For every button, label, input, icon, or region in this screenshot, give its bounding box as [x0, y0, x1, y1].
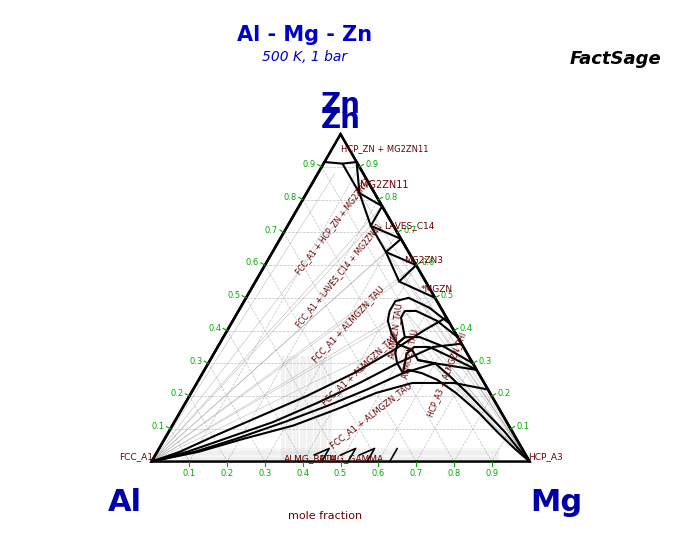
- Text: 0.4: 0.4: [296, 469, 309, 478]
- Text: 0.5: 0.5: [441, 291, 454, 300]
- Text: 0.9: 0.9: [485, 469, 498, 478]
- Text: 0.7: 0.7: [403, 225, 416, 235]
- Text: 0.5: 0.5: [334, 469, 347, 478]
- Text: 0.1: 0.1: [517, 422, 530, 431]
- Text: 0.6: 0.6: [422, 258, 435, 267]
- Text: HCP_A3 + ALMGZN_PHI: HCP_A3 + ALMGZN_PHI: [426, 331, 468, 418]
- Text: 0.2: 0.2: [498, 390, 511, 398]
- Text: Zn: Zn: [321, 91, 360, 119]
- Text: 0.3: 0.3: [479, 356, 492, 365]
- Text: 500 K, 1 bar: 500 K, 1 bar: [262, 50, 347, 63]
- Text: 0.5: 0.5: [227, 291, 240, 300]
- Text: 0.1: 0.1: [151, 422, 164, 431]
- Text: ALMGZN_TAU: ALMGZN_TAU: [387, 302, 404, 359]
- Text: 0.2: 0.2: [170, 390, 183, 398]
- Text: HCP_A3: HCP_A3: [528, 452, 562, 462]
- Text: ALMGZN TAU: ALMGZN TAU: [401, 328, 420, 379]
- Text: FCC_A1 + ALMGZN_TAU: FCC_A1 + ALMGZN_TAU: [311, 284, 386, 364]
- Text: 0.7: 0.7: [265, 225, 278, 235]
- Text: Zn: Zn: [321, 106, 360, 134]
- Text: ALMG_GAMMA: ALMG_GAMMA: [319, 454, 384, 463]
- Text: 0.3: 0.3: [189, 356, 202, 365]
- Text: 0.8: 0.8: [384, 193, 398, 202]
- Text: ALMG_BETA: ALMG_BETA: [284, 454, 337, 463]
- Text: Al - Mg - Zn: Al - Mg - Zn: [237, 25, 372, 45]
- Text: 0.7: 0.7: [410, 469, 423, 478]
- Text: FCC_A1 + HCP_ZN + MG2ZN11: FCC_A1 + HCP_ZN + MG2ZN11: [293, 176, 372, 276]
- Text: 0.9: 0.9: [365, 160, 379, 169]
- Text: 0.9: 0.9: [302, 160, 316, 169]
- Text: HCP_ZN + MG2ZN11: HCP_ZN + MG2ZN11: [342, 144, 429, 153]
- Text: 0.6: 0.6: [246, 258, 259, 267]
- Text: 0.8: 0.8: [447, 469, 461, 478]
- Text: 0.1: 0.1: [183, 469, 196, 478]
- Text: FCC_A1 + ALMGZN_TAU: FCC_A1 + ALMGZN_TAU: [328, 381, 413, 450]
- Text: LAVES_C14: LAVES_C14: [384, 222, 435, 230]
- Text: FactSage: FactSage: [570, 50, 662, 68]
- Text: MG2ZN3: MG2ZN3: [404, 256, 443, 264]
- Text: Al: Al: [108, 488, 142, 517]
- Text: *MGZN: *MGZN: [421, 285, 453, 294]
- Text: 0.4: 0.4: [460, 324, 473, 333]
- Text: 0.2: 0.2: [220, 469, 234, 478]
- Text: FCC_A1 + ALMGZN_TAU: FCC_A1 + ALMGZN_TAU: [319, 332, 400, 408]
- Text: mole fraction: mole fraction: [288, 511, 363, 521]
- Text: 0.8: 0.8: [284, 193, 297, 202]
- Text: 0.3: 0.3: [258, 469, 272, 478]
- Text: FCC_A1 + LAVES_C14 + MG2ZN11: FCC_A1 + LAVES_C14 + MG2ZN11: [294, 221, 384, 329]
- Text: 0.6: 0.6: [372, 469, 385, 478]
- Text: 0.4: 0.4: [208, 324, 221, 333]
- Text: FCC_A1: FCC_A1: [120, 452, 153, 462]
- Text: Mg: Mg: [530, 488, 582, 517]
- Text: MG2ZN11: MG2ZN11: [360, 180, 409, 190]
